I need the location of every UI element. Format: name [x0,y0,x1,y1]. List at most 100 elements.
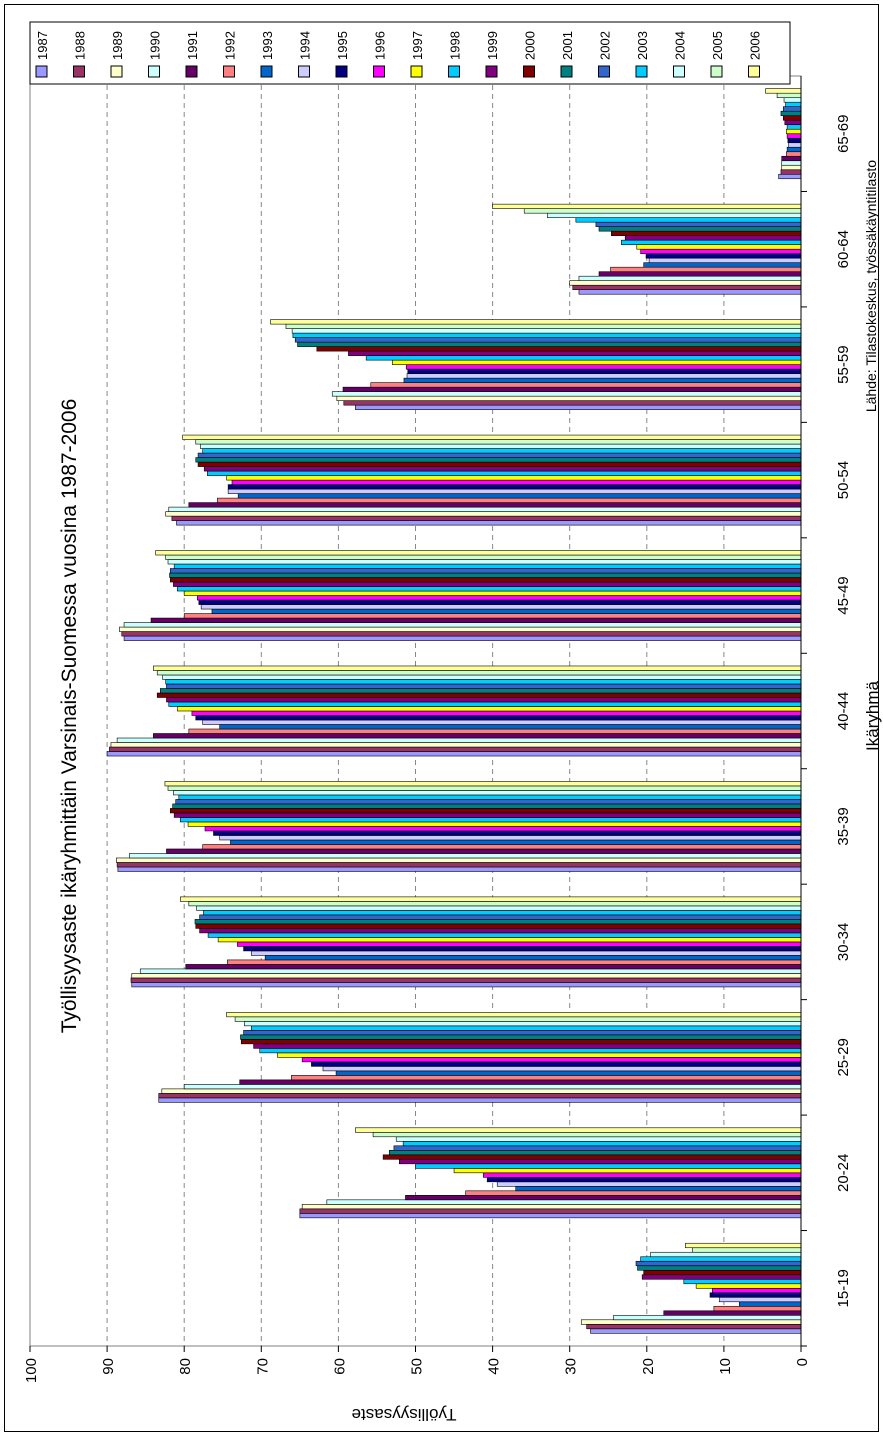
bar-1993-55-59 [403,377,802,383]
bar-1991-40-44 [153,733,802,739]
bar-1998-20-24 [415,1163,802,1169]
bar-1998-15-19 [683,1278,802,1285]
bar-1997-35-39 [187,821,802,827]
bar-1993-65-69 [786,146,802,153]
legend-swatch-1995 [335,65,348,78]
bar-2002-35-39 [175,799,802,805]
bar-1991-30-34 [185,964,802,970]
category-label: 45-49 [835,576,852,614]
legend-label-1998: 1998 [448,31,463,60]
bar-2004-45-49 [167,559,802,565]
bar-2004-55-59 [291,328,802,334]
category-label: 55-59 [835,345,852,383]
bar-1996-65-69 [786,133,802,139]
bar-1994-35-39 [219,835,802,841]
bar-1995-55-59 [407,368,802,374]
category-label: 25-29 [835,1038,852,1076]
bar-1988-25-29 [158,1093,802,1099]
bar-1995-50-54 [227,484,802,490]
bar-1999-50-54 [203,466,802,472]
bar-2002-45-49 [170,568,802,574]
bar-2003-50-54 [202,448,802,454]
bar-2006-15-19 [685,1242,802,1249]
bar-1998-35-39 [180,817,802,823]
bar-1992-45-49 [183,613,802,619]
bar-1987-65-69 [778,173,802,180]
bar-2000-15-19 [643,1269,802,1276]
value-tick-label: 40 [486,1358,503,1375]
bar-1991-55-59 [342,386,802,392]
bar-2006-50-54 [182,434,802,440]
legend-swatch-2000 [523,65,535,78]
axes: 0 10 20 30 40 50 60 70 80 90 100 15-19 20-24 25-29 30-… [23,76,852,1383]
bar-1993-35-39 [230,839,802,845]
bar-1997-50-54 [226,475,802,481]
bar-2004-60-64 [547,212,802,218]
bar-1995-45-49 [198,599,802,605]
bar-1987-25-29 [158,1097,802,1103]
bar-2000-45-49 [170,577,802,583]
bar-2006-20-24 [355,1127,802,1133]
bar-1997-65-69 [786,128,802,135]
bars [106,88,802,1334]
x-axis-label: Ikäryhmä [863,681,882,751]
bar-1990-50-54 [168,506,802,512]
legend-label-2006: 2006 [748,31,763,60]
bar-1990-40-44 [116,737,802,743]
legend-label-1990: 1990 [148,31,163,60]
bar-2001-40-44 [159,688,802,694]
bar-1992-65-69 [786,151,802,157]
legend-label-1996: 1996 [373,31,388,60]
bar-2004-65-69 [783,97,802,103]
bar-1999-35-39 [173,812,802,818]
bar-2006-60-64 [492,203,802,209]
bar-1990-25-29 [183,1084,802,1090]
legend-swatch-1999 [485,65,498,78]
bar-1999-45-49 [173,581,802,587]
bar-1994-30-34 [250,950,802,956]
bar-2001-35-39 [172,803,802,809]
legend-swatch-2003 [635,65,648,78]
bar-1999-30-34 [199,928,802,934]
bar-1999-60-64 [624,235,802,241]
bar-1996-20-24 [483,1172,802,1178]
bar-2003-20-24 [402,1140,802,1147]
bar-1996-45-49 [197,595,802,601]
bar-1990-60-64 [578,275,802,282]
bar-1994-20-24 [496,1181,802,1187]
bar-1987-35-39 [117,866,802,872]
bar-1992-50-54 [217,497,802,503]
bar-1992-30-34 [227,959,802,965]
bar-2005-30-34 [188,901,802,907]
bar-1997-55-59 [392,359,802,365]
bar-1993-30-34 [264,955,802,961]
bar-1993-15-19 [739,1301,802,1307]
bar-2003-55-59 [292,332,802,338]
bar-1996-55-59 [405,364,802,370]
bar-1999-40-44 [166,697,802,703]
bar-2005-65-69 [776,92,802,99]
bar-1990-20-24 [326,1199,802,1205]
bar-1991-50-54 [188,502,802,508]
bar-2005-60-64 [523,208,802,214]
legend-label-2001: 2001 [560,31,575,60]
bar-1995-20-24 [486,1177,802,1183]
bar-1990-55-59 [331,391,802,397]
bar-2003-15-19 [640,1256,802,1262]
bar-1988-20-24 [299,1208,802,1214]
bar-1992-55-59 [370,382,802,388]
bar-1997-60-64 [636,244,802,250]
bar-1989-30-34 [131,973,802,979]
bar-2000-40-44 [156,692,802,698]
bar-2005-40-44 [156,670,802,676]
bar-1987-30-34 [131,982,802,988]
bar-1997-45-49 [183,590,802,596]
bar-1991-60-64 [598,271,802,277]
bar-1990-65-69 [781,160,802,166]
bar-2004-25-29 [244,1021,802,1027]
bar-2006-65-69 [765,88,802,94]
bar-1990-35-39 [129,853,802,859]
bar-1997-25-29 [277,1052,802,1058]
legend-swatch-1990 [148,65,160,78]
bar-1996-15-19 [712,1287,802,1294]
